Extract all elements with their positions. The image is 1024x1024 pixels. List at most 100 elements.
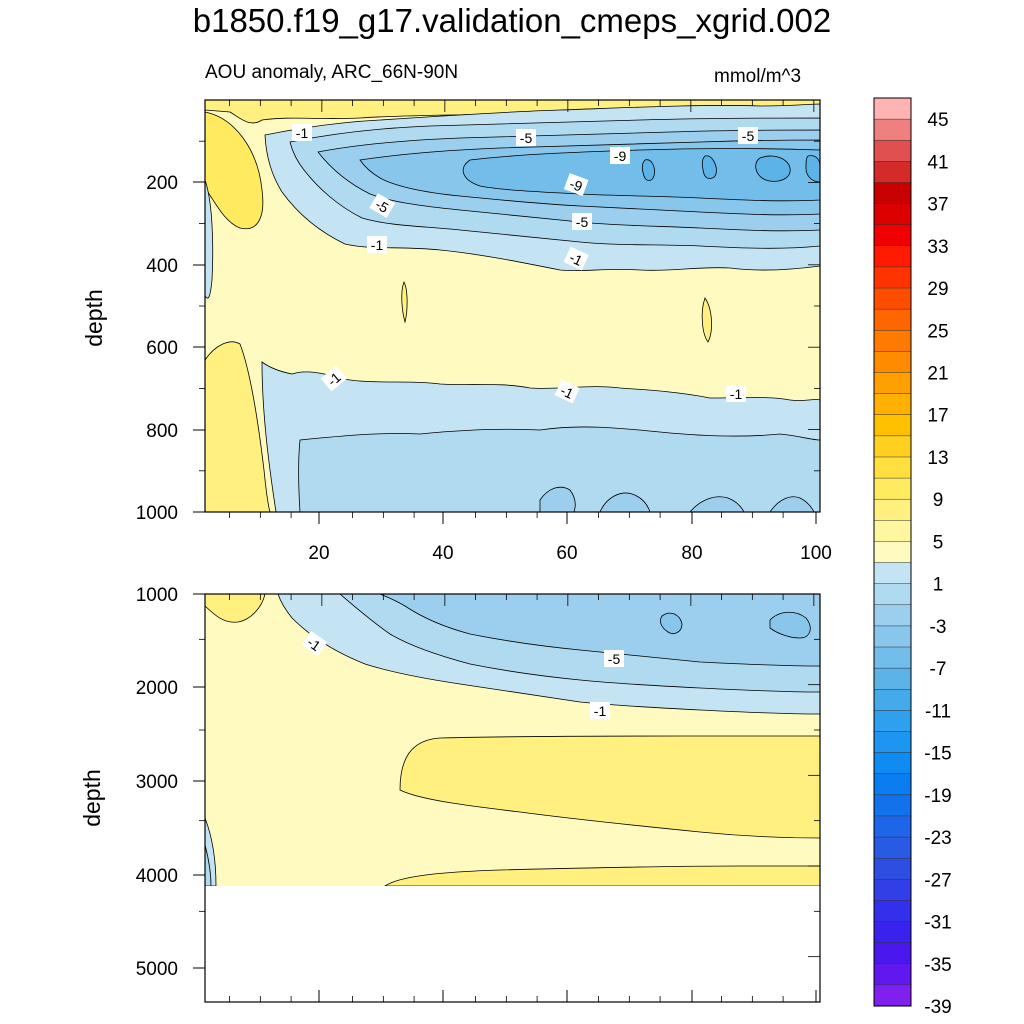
lower-bottom-positive-strip <box>384 865 820 886</box>
upper-deep-negative-band-3 <box>298 426 820 512</box>
colorbar-swatch <box>873 372 912 395</box>
upper-positive-lens-a <box>401 281 408 324</box>
colorbar-swatch <box>873 139 912 162</box>
chart-subtitle: AOU anomaly, ARC_66N-90N <box>205 62 459 83</box>
colorbar-swatch <box>873 583 912 606</box>
lower-contour-label-2: -1 <box>594 703 607 719</box>
colorbar-frame <box>873 97 912 1007</box>
colorbar-swatch <box>873 118 912 141</box>
colorbar-labels: 45 41 37 33 29 25 21 17 13 9 5 1 -3 -7 -11 -15 -19 -23 -27… <box>924 110 951 1018</box>
lower-ytick-3: 4000 <box>136 866 178 887</box>
upper-negative-core-b <box>701 155 717 179</box>
upper-xtick-4: 100 <box>800 543 832 564</box>
colorbar-label: -23 <box>924 828 951 849</box>
colorbar-swatch <box>873 942 912 965</box>
upper-x-axis: 20 40 60 80 100 <box>308 512 832 564</box>
lower-contour-labels: -1 -5 -1 <box>301 630 624 719</box>
colorbar-swatch <box>873 97 912 120</box>
upper-contour-label-6: -5 <box>576 214 589 230</box>
upper-deep-negative-core-c <box>689 496 745 512</box>
colorbar-swatch <box>873 752 912 775</box>
colorbar-swatch <box>873 351 912 374</box>
upper-contour-label-11: -1 <box>730 386 743 402</box>
lower-plot-frame <box>204 593 821 1003</box>
lower-deep-positive-core <box>399 735 820 839</box>
colorbar-label: 1 <box>933 575 944 596</box>
colorbar-swatch <box>873 266 912 289</box>
lower-y-axis-label: depth <box>79 769 105 827</box>
upper-contour-label-7: -1 <box>371 237 384 253</box>
colorbar-label: 17 <box>927 406 948 427</box>
upper-contour-label-1: -5 <box>520 130 533 146</box>
colorbar-label: 29 <box>927 279 948 300</box>
lower-top-left-positive <box>205 594 266 623</box>
colorbar-label: 41 <box>927 152 948 173</box>
colorbar-swatch <box>873 498 912 521</box>
lower-ytick-2: 3000 <box>136 772 178 793</box>
colorbar-swatch <box>873 731 912 754</box>
colorbar-swatch <box>873 794 912 817</box>
colorbar-swatch <box>873 287 912 310</box>
upper-deep-negative-core-d <box>769 496 815 512</box>
upper-y-axis: 200 400 600 800 1000 <box>136 173 205 524</box>
upper-negative-core-c <box>755 155 791 182</box>
upper-left-negative-column <box>205 179 214 299</box>
upper-xtick-2: 60 <box>556 543 577 564</box>
colorbar-label: -19 <box>924 786 951 807</box>
colorbar-swatch <box>873 921 912 944</box>
upper-y-axis-label: depth <box>81 289 107 347</box>
upper-deep-negative-core-b <box>599 492 651 512</box>
colorbar-label: -31 <box>924 913 951 934</box>
colorbar <box>873 97 912 1007</box>
colorbar-swatch <box>873 520 912 543</box>
colorbar-swatch <box>873 414 912 437</box>
colorbar-swatch <box>873 435 912 458</box>
colorbar-label: 33 <box>927 237 948 258</box>
colorbar-label: -7 <box>930 659 947 680</box>
colorbar-swatch <box>873 646 912 669</box>
page-title: b1850.f19_g17.validation_cmeps_xgrid.002 <box>192 2 832 39</box>
colorbar-swatch <box>873 984 912 1007</box>
colorbar-label: 45 <box>927 110 948 131</box>
colorbar-swatch <box>873 456 912 479</box>
colorbar-label: 21 <box>927 364 948 385</box>
lower-ytick-1: 2000 <box>136 678 178 699</box>
colorbar-swatch <box>873 667 912 690</box>
colorbar-swatch <box>873 330 912 352</box>
colorbar-label: -3 <box>930 617 947 638</box>
minor-ticks <box>199 100 820 1002</box>
colorbar-swatch <box>873 625 912 648</box>
colorbar-swatch <box>873 879 912 901</box>
lower-ytick-0: 1000 <box>136 585 178 606</box>
colorbar-label: 37 <box>927 195 948 216</box>
colorbar-label: 5 <box>933 532 944 553</box>
colorbar-label: 9 <box>933 490 944 511</box>
colorbar-swatch <box>873 836 912 859</box>
upper-ytick-3: 800 <box>146 421 178 442</box>
colorbar-swatch <box>873 689 912 711</box>
lower-negative-core-a <box>660 612 683 634</box>
upper-ytick-2: 600 <box>146 338 178 359</box>
upper-deep-negative-core-a <box>539 486 576 512</box>
colorbar-swatch <box>873 815 912 838</box>
upper-negative-core-a <box>641 159 655 181</box>
lower-contour-label-1: -5 <box>608 651 621 667</box>
colorbar-swatch <box>873 393 912 416</box>
colorbar-swatch <box>873 710 912 733</box>
lower-ytick-4: 5000 <box>136 959 178 980</box>
colorbar-swatch <box>873 203 912 226</box>
colorbar-swatch <box>873 562 912 585</box>
upper-ytick-4: 1000 <box>136 503 178 524</box>
upper-ytick-1: 400 <box>146 256 178 277</box>
colorbar-label: -15 <box>924 744 951 765</box>
lower-panel-fields <box>205 594 820 886</box>
colorbar-swatch <box>873 477 912 500</box>
colorbar-swatch <box>873 857 912 880</box>
upper-ytick-0: 200 <box>146 173 178 194</box>
colorbar-swatch <box>873 245 912 268</box>
upper-contour-labels: -1 -5 -9 -5 -9 -5 -5 -1 -1 -1 -1 -1 <box>292 124 758 404</box>
colorbar-swatch <box>873 773 912 796</box>
colorbar-swatch <box>873 963 912 986</box>
colorbar-label: 25 <box>927 321 948 342</box>
